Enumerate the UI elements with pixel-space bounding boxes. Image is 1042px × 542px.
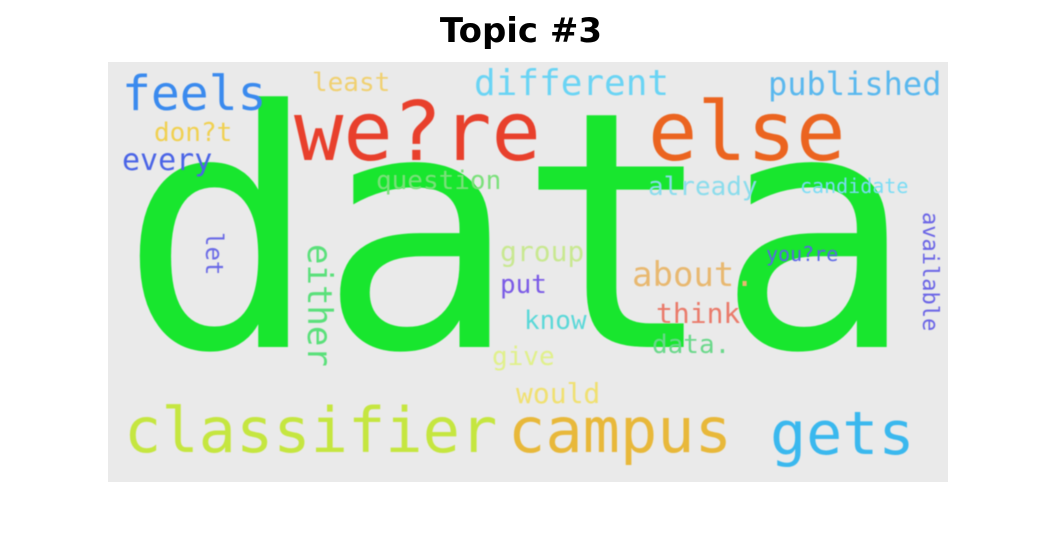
word-about: about. — [632, 255, 755, 295]
word-either: either — [299, 244, 339, 367]
word-feels: feels — [122, 66, 267, 122]
word-let: let — [200, 232, 228, 276]
word-different: different — [474, 63, 670, 104]
word-classifier: classifier — [124, 394, 498, 467]
word-data-period: data. — [652, 330, 731, 360]
word-group: group — [500, 235, 585, 268]
word-youre: you?re — [766, 242, 839, 266]
word-put: put — [500, 270, 547, 300]
word-think: think — [656, 297, 741, 330]
word-cloud: data we?re else classifier campus gets f… — [108, 62, 948, 482]
word-else: else — [648, 85, 846, 180]
word-candidate: candidate — [800, 174, 909, 198]
word-available: available — [917, 212, 942, 332]
word-campus: campus — [508, 394, 732, 467]
word-published: published — [768, 65, 942, 103]
word-give: give — [492, 342, 555, 372]
word-dont: don?t — [154, 118, 233, 148]
chart-title: Topic #3 — [439, 11, 603, 51]
word-question: question — [376, 166, 502, 196]
word-gets: gets — [770, 399, 915, 469]
word-already: already — [648, 172, 758, 202]
word-know: know — [524, 306, 587, 336]
word-would: would — [516, 377, 601, 410]
word-every: every — [122, 143, 213, 178]
word-data: data — [120, 62, 915, 425]
word-were: we?re — [294, 85, 541, 180]
word-least: least — [312, 68, 391, 98]
